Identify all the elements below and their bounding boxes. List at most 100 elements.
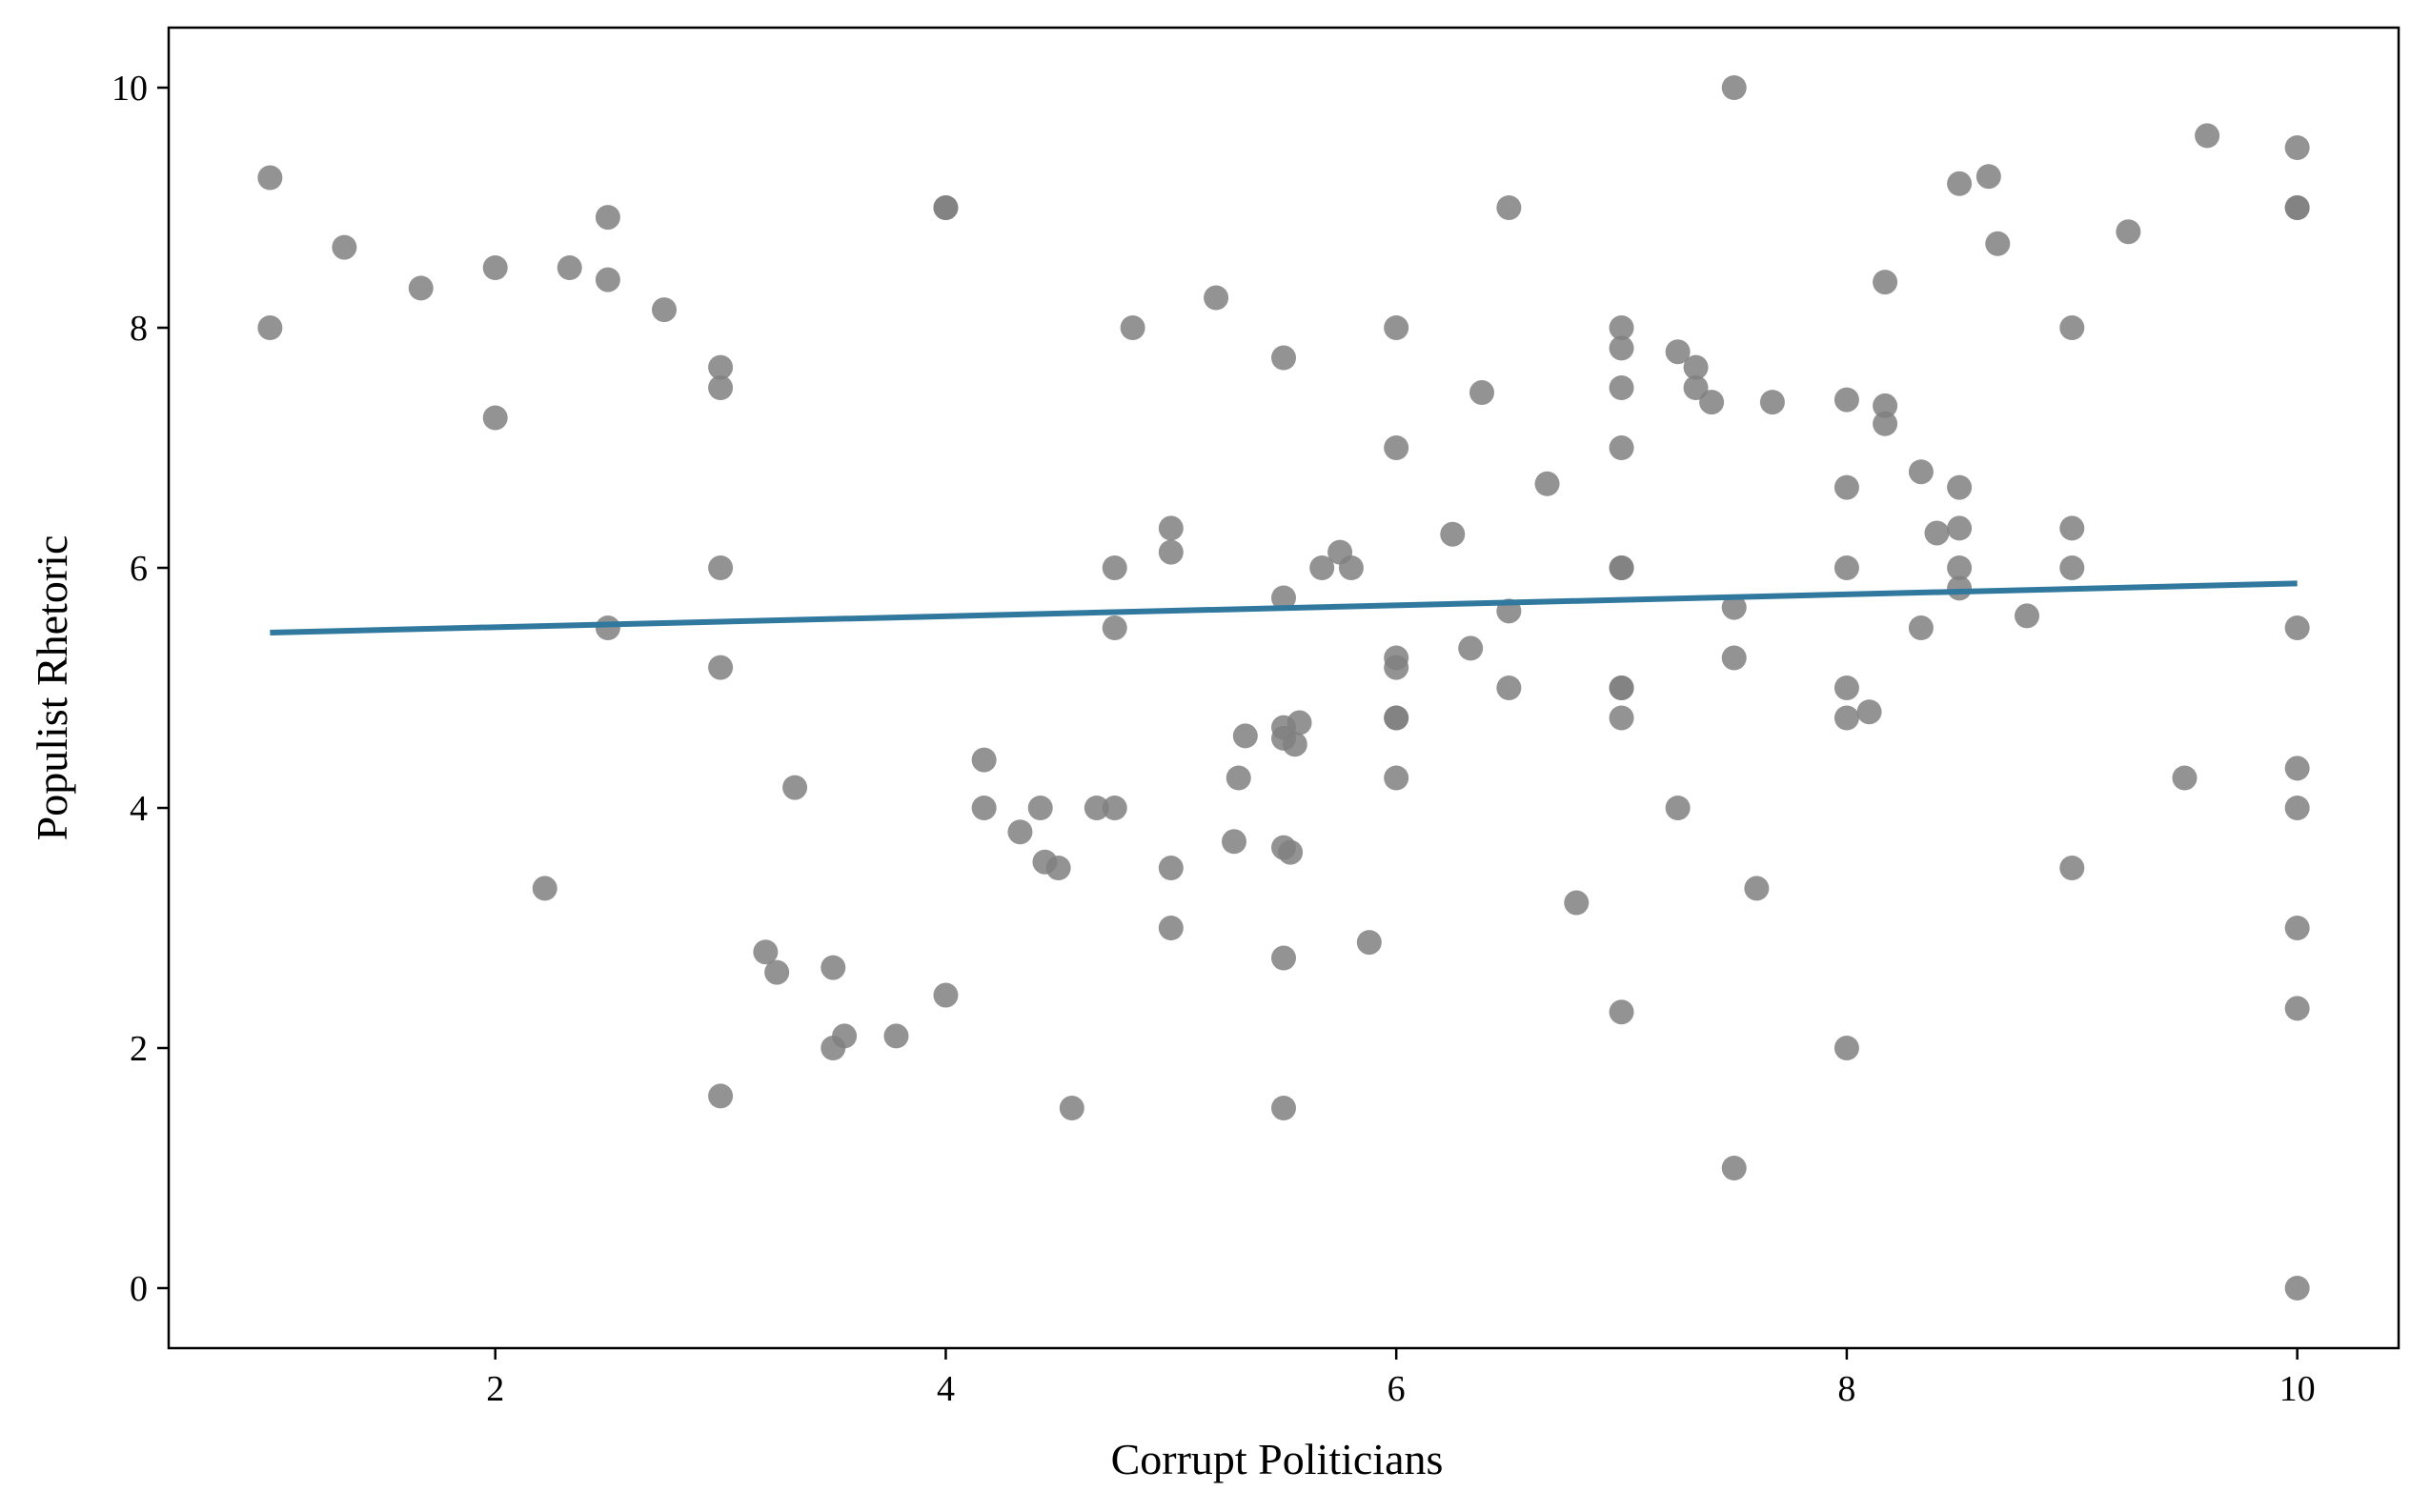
data-point-14 [708, 555, 734, 580]
data-point-79 [1609, 435, 1634, 460]
y-axis: 0 2 4 6 8 10 [111, 69, 169, 1309]
data-point-30 [1027, 796, 1053, 820]
data-point-132 [2284, 996, 2310, 1021]
data-point-34 [1084, 796, 1109, 820]
data-point-98 [1834, 474, 1859, 500]
data-point-133 [2284, 1276, 2310, 1300]
data-point-121 [2059, 856, 2085, 880]
data-point-118 [2059, 315, 2085, 340]
data-point-88 [1683, 354, 1709, 380]
plot-frame [167, 26, 2401, 1350]
data-point-122 [2116, 219, 2141, 245]
data-point-27 [971, 747, 997, 773]
data-point-44 [1222, 829, 1246, 855]
data-point-119 [2059, 515, 2085, 541]
data-point-70 [1469, 380, 1494, 406]
data-point-23 [883, 1023, 909, 1049]
data-point-43 [1204, 285, 1229, 311]
x-axis-label: Corrupt Politicians [1111, 1435, 1444, 1483]
y-axis-label: Populist Rhetoric [28, 535, 76, 841]
data-point-39 [1158, 515, 1184, 541]
data-point-107 [1908, 459, 1934, 485]
data-point-0 [257, 165, 283, 191]
data-point-15 [708, 655, 734, 680]
data-point-105 [1873, 393, 1898, 418]
data-point-40 [1158, 539, 1184, 565]
regression-line [270, 580, 2298, 636]
y-tick-label: 0 [130, 1269, 148, 1309]
data-point-99 [1834, 555, 1859, 580]
data-point-123 [2172, 765, 2198, 791]
data-point-60 [1356, 930, 1382, 956]
data-point-57 [1309, 555, 1335, 580]
data-point-53 [1271, 1096, 1296, 1120]
data-point-55 [1282, 732, 1307, 757]
data-point-75 [1564, 890, 1590, 916]
data-point-104 [1873, 270, 1898, 295]
data-point-56 [1287, 710, 1312, 736]
data-point-115 [1975, 164, 2001, 190]
data-point-18 [764, 959, 790, 985]
data-point-114 [1947, 575, 1973, 601]
data-point-76 [1609, 315, 1634, 340]
data-point-127 [2284, 195, 2310, 220]
data-point-17 [753, 939, 779, 965]
data-point-25 [933, 195, 959, 220]
data-point-103 [1856, 699, 1882, 725]
data-point-130 [2284, 796, 2310, 820]
data-point-69 [1458, 635, 1484, 661]
data-point-2 [332, 234, 357, 260]
y-tick-label: 4 [130, 789, 148, 829]
data-point-92 [1721, 595, 1747, 620]
data-point-111 [1947, 474, 1973, 500]
x-tick-label: 6 [1388, 1369, 1406, 1409]
data-point-47 [1271, 345, 1296, 371]
data-point-19 [782, 775, 808, 800]
data-point-106 [1873, 411, 1898, 436]
data-point-91 [1721, 75, 1747, 100]
data-point-110 [1947, 171, 1973, 196]
data-point-66 [1384, 705, 1409, 731]
data-point-93 [1721, 645, 1747, 671]
data-point-116 [1985, 231, 2011, 256]
data-point-41 [1158, 856, 1184, 880]
data-point-29 [1007, 819, 1033, 845]
data-point-112 [1947, 515, 1973, 541]
data-point-89 [1683, 375, 1709, 400]
data-point-101 [1834, 705, 1859, 731]
data-point-71 [1496, 195, 1522, 220]
data-point-6 [532, 876, 557, 901]
data-point-32 [1045, 856, 1071, 880]
data-point-64 [1384, 655, 1409, 680]
x-tick-label: 4 [937, 1369, 955, 1409]
data-point-102 [1834, 1036, 1859, 1060]
data-point-9 [595, 267, 620, 292]
data-point-1 [257, 315, 283, 340]
data-point-54 [1278, 839, 1304, 865]
data-point-36 [1102, 615, 1127, 640]
data-point-94 [1721, 1156, 1747, 1180]
data-point-8 [595, 205, 620, 231]
x-tick-label: 8 [1837, 1369, 1855, 1409]
data-point-100 [1834, 675, 1859, 700]
data-point-108 [1908, 615, 1934, 640]
data-point-35 [1102, 555, 1127, 580]
data-point-87 [1665, 796, 1691, 820]
data-point-11 [652, 297, 677, 323]
data-point-61 [1384, 315, 1409, 340]
data-point-13 [708, 375, 734, 400]
data-point-78 [1609, 375, 1634, 400]
data-point-124 [2195, 123, 2220, 149]
data-point-10 [595, 615, 620, 640]
points-layer [257, 75, 2310, 1300]
data-point-59 [1338, 555, 1364, 580]
y-tick-label: 8 [130, 309, 148, 349]
data-point-97 [1834, 387, 1859, 413]
data-point-20 [821, 955, 846, 980]
data-point-125 [2284, 135, 2310, 160]
data-point-67 [1384, 765, 1409, 791]
data-point-73 [1496, 675, 1522, 700]
data-point-128 [2284, 615, 2310, 640]
data-point-45 [1226, 765, 1251, 791]
